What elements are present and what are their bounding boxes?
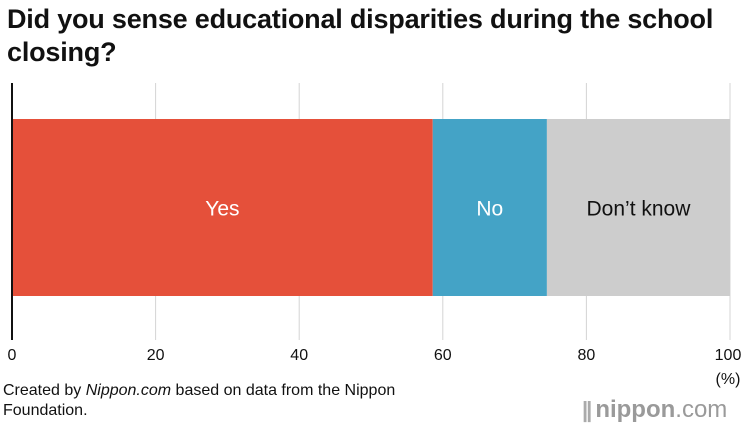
logo-mark-icon: ||: [582, 397, 592, 422]
x-tick-label-40: 40: [290, 347, 308, 364]
x-tick-labels: 0 20 40 60 80 100: [8, 347, 742, 364]
x-tick-label-20: 20: [147, 347, 165, 364]
x-tick-label-60: 60: [434, 347, 452, 364]
logo-dot: .: [675, 396, 682, 423]
bar-segment-yes: [12, 119, 433, 296]
source-caption: Created by Nippon.com based on data from…: [3, 381, 423, 421]
segment-labels: Yes No Don’t know: [205, 198, 691, 221]
chart-title: Did you sense educational disparities du…: [7, 4, 714, 67]
x-tick-label-0: 0: [8, 347, 17, 364]
bar-segment-don-t-know: [546, 119, 730, 296]
segment-label-no: No: [476, 198, 503, 221]
caption-prefix: Created by: [3, 382, 86, 399]
x-tick-label-100: 100: [715, 347, 742, 364]
x-tick-label-80: 80: [578, 347, 596, 364]
segment-label-yes: Yes: [205, 198, 239, 221]
nippon-logo: || nippon. com: [582, 395, 750, 425]
caption-suffix: based on data from the Nippon Foundation…: [3, 382, 396, 419]
segment-label-don-t-know: Don’t know: [587, 198, 692, 221]
logo-tld: com: [681, 396, 728, 423]
bar-segment-no: [432, 119, 547, 296]
caption-source: Nippon.com: [85, 382, 172, 399]
logo-name: nippon: [595, 396, 676, 423]
bar-segments: [12, 119, 730, 296]
unit-label: (%): [716, 371, 741, 388]
